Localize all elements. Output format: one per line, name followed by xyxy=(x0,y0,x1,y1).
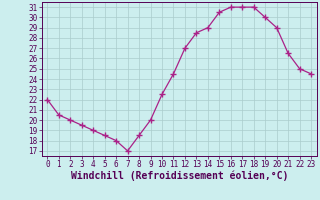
X-axis label: Windchill (Refroidissement éolien,°C): Windchill (Refroidissement éolien,°C) xyxy=(70,171,288,181)
